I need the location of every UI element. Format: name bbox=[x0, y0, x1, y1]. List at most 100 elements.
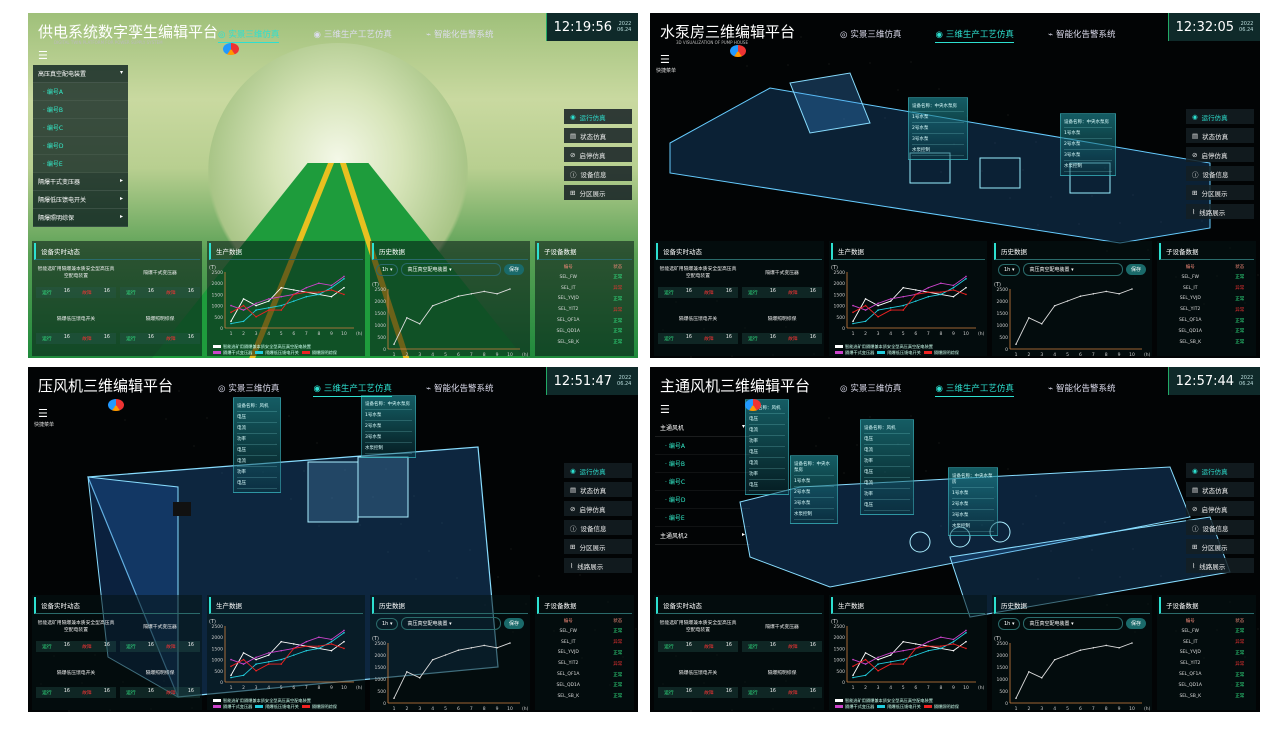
table-row[interactable]: SEL_FW 正常 bbox=[1157, 626, 1256, 637]
device-status-card[interactable]: 智能选矿用隔爆兼本质安全型高压真空配电装置 运行 16 故障 16 bbox=[36, 263, 116, 298]
nav-tab-2[interactable]: ⌁ 智能化告警系统 bbox=[1048, 28, 1116, 43]
3d-wireframe-model[interactable] bbox=[650, 13, 1260, 358]
device-info-card[interactable]: 设备名称：中央水泵房 1号水泵 2号水泵 3号水泵 水泵控制 bbox=[361, 395, 416, 458]
table-row[interactable]: SEL_SB_K 正常 bbox=[1157, 691, 1256, 702]
nav-tab-2[interactable]: ⌁ 智能化告警系统 bbox=[426, 28, 494, 43]
menu-item[interactable]: · 编号A bbox=[33, 83, 128, 101]
legend-item[interactable]: 隔爆干式变压器 bbox=[213, 704, 252, 709]
action-button-0[interactable]: ◉ 运行仿真 bbox=[564, 463, 632, 478]
save-button[interactable]: 保存 bbox=[1125, 618, 1146, 629]
menu-group[interactable]: 主通风机 ▾ bbox=[655, 419, 750, 437]
menu-group[interactable]: 高压真空配电装置 ▾ bbox=[33, 65, 128, 83]
nav-tab-0[interactable]: ◎ 实景三维仿真 bbox=[840, 382, 901, 397]
menu-item[interactable]: · 编号D bbox=[655, 491, 750, 509]
action-button-5[interactable]: ⌇ 线路展示 bbox=[564, 558, 632, 573]
device-status-card[interactable]: 隔爆照明综保 运行 16 故障 16 bbox=[742, 309, 822, 344]
menu-item[interactable]: · 编号D bbox=[33, 137, 128, 155]
action-button-1[interactable]: ▤ 状态仿真 bbox=[564, 482, 632, 497]
device-status-card[interactable]: 隔爆低压馈电开关 运行 16 故障 16 bbox=[36, 309, 116, 344]
table-row[interactable]: SEL_YVJD 正常 bbox=[1157, 648, 1256, 659]
save-button[interactable]: 保存 bbox=[1125, 264, 1146, 275]
menu-icon[interactable]: ☰ bbox=[38, 407, 48, 420]
table-row[interactable]: SEL_IT 异常 bbox=[1157, 283, 1256, 294]
menu-item[interactable]: · 编号B bbox=[33, 101, 128, 119]
save-button[interactable]: 保存 bbox=[503, 264, 524, 275]
action-button-0[interactable]: ◉ 运行仿真 bbox=[564, 109, 632, 124]
menu-group[interactable]: 隔爆干式变压器 ▸ bbox=[33, 173, 128, 191]
nav-tab-0[interactable]: ◎ 实景三维仿真 bbox=[218, 382, 279, 397]
table-row[interactable]: SEL_QD1A 正常 bbox=[535, 680, 634, 691]
legend-item[interactable]: 隔爆干式变压器 bbox=[835, 704, 874, 709]
table-row[interactable]: SEL_QF1A 正常 bbox=[535, 315, 634, 326]
device-status-card[interactable]: 隔爆干式变压器 运行 16 故障 16 bbox=[120, 617, 200, 652]
table-row[interactable]: SEL_IT 异常 bbox=[535, 283, 634, 294]
action-button-2[interactable]: ⊘ 启停仿真 bbox=[1186, 147, 1254, 162]
table-row[interactable]: SEL_SB_K 正常 bbox=[535, 691, 634, 702]
device-status-card[interactable]: 隔爆照明综保 运行 16 故障 16 bbox=[120, 309, 200, 344]
device-select[interactable]: 高压真空配电装置 ▾ bbox=[401, 263, 501, 276]
menu-item[interactable]: · 编号C bbox=[655, 473, 750, 491]
table-row[interactable]: SEL_QF1A 正常 bbox=[535, 669, 634, 680]
menu-icon[interactable]: ☰ bbox=[660, 53, 670, 66]
action-button-1[interactable]: ▤ 状态仿真 bbox=[564, 128, 632, 143]
legend-item[interactable]: 隔爆低压馈电开关 bbox=[877, 350, 921, 355]
action-button-2[interactable]: ⊘ 启停仿真 bbox=[1186, 501, 1254, 516]
device-status-card[interactable]: 智能选矿用隔爆兼本质安全型高压真空配电装置 运行 16 故障 16 bbox=[658, 263, 738, 298]
device-status-card[interactable]: 隔爆照明综保 运行 16 故障 16 bbox=[120, 663, 200, 698]
legend-item[interactable]: 智能选矿用隔爆兼本质安全型高压真空配电装置 bbox=[213, 344, 311, 349]
interval-select[interactable]: 1h ▾ bbox=[376, 617, 399, 630]
table-row[interactable]: SEL_FW 正常 bbox=[1157, 272, 1256, 283]
device-select[interactable]: 高压真空配电装置 ▾ bbox=[401, 617, 501, 630]
device-status-card[interactable]: 隔爆干式变压器 运行 16 故障 16 bbox=[120, 263, 200, 298]
interval-select[interactable]: 1h ▾ bbox=[376, 263, 399, 276]
menu-group[interactable]: 隔爆低压馈电开关 ▸ bbox=[33, 191, 128, 209]
nav-tab-0[interactable]: ◎ 实景三维仿真 bbox=[218, 28, 280, 43]
device-info-card[interactable]: 设备名称：中央水泵房 1号水泵 2号水泵 3号水泵 水泵控制 bbox=[1060, 113, 1116, 176]
legend-item[interactable]: 隔爆照明综保 bbox=[923, 704, 959, 709]
menu-icon[interactable]: ☰ bbox=[660, 403, 670, 416]
table-row[interactable]: SEL_FW 正常 bbox=[535, 626, 634, 637]
action-button-4[interactable]: ⊞ 分区展示 bbox=[1186, 185, 1254, 200]
action-button-1[interactable]: ▤ 状态仿真 bbox=[1186, 482, 1254, 497]
device-status-card[interactable]: 隔爆低压馈电开关 运行 16 故障 16 bbox=[658, 663, 738, 698]
action-button-2[interactable]: ⊘ 启停仿真 bbox=[564, 147, 632, 162]
nav-tab-2[interactable]: ⌁ 智能化告警系统 bbox=[1048, 382, 1116, 397]
menu-item[interactable]: · 编号A bbox=[655, 437, 750, 455]
legend-item[interactable]: 隔爆低压馈电开关 bbox=[255, 704, 299, 709]
menu-group[interactable]: 隔爆照明综保 ▸ bbox=[33, 209, 128, 227]
action-button-0[interactable]: ◉ 运行仿真 bbox=[1186, 109, 1254, 124]
legend-item[interactable]: 隔爆照明综保 bbox=[301, 704, 337, 709]
action-button-5[interactable]: ⌇ 线路展示 bbox=[1186, 204, 1254, 219]
device-select[interactable]: 高压真空配电装置 ▾ bbox=[1023, 263, 1123, 276]
interval-select[interactable]: 1h ▾ bbox=[998, 263, 1021, 276]
legend-item[interactable]: 智能选矿用隔爆兼本质安全型高压真空配电装置 bbox=[213, 698, 311, 703]
nav-tab-1[interactable]: ◉ 三维生产工艺仿真 bbox=[313, 28, 391, 43]
device-info-card[interactable]: 设备名称：风机 电压 电流 功率 电压 电流 功率 电压 bbox=[233, 397, 281, 493]
legend-item[interactable]: 智能选矿用隔爆兼本质安全型高压真空配电装置 bbox=[835, 344, 933, 349]
table-row[interactable]: SEL_YIT2 异常 bbox=[535, 658, 634, 669]
legend-item[interactable]: 隔爆低压馈电开关 bbox=[877, 704, 921, 709]
legend-item[interactable]: 隔爆照明综保 bbox=[301, 350, 337, 355]
menu-icon[interactable]: ☰ bbox=[38, 49, 48, 62]
table-row[interactable]: SEL_QF1A 正常 bbox=[1157, 669, 1256, 680]
nav-tab-1[interactable]: ◉ 三维生产工艺仿真 bbox=[935, 28, 1014, 43]
action-button-4[interactable]: ⊞ 分区展示 bbox=[564, 539, 632, 554]
device-status-card[interactable]: 隔爆干式变压器 运行 16 故障 16 bbox=[742, 617, 822, 652]
device-status-card[interactable]: 隔爆干式变压器 运行 16 故障 16 bbox=[742, 263, 822, 298]
legend-item[interactable]: 隔爆低压馈电开关 bbox=[255, 350, 299, 355]
action-button-3[interactable]: ⓘ 设备信息 bbox=[1186, 520, 1254, 535]
table-row[interactable]: SEL_QD1A 正常 bbox=[1157, 326, 1256, 337]
action-button-0[interactable]: ◉ 运行仿真 bbox=[1186, 463, 1254, 478]
device-info-card[interactable]: 设备名称：中央水泵房 1号水泵 2号水泵 3号水泵 水泵控制 bbox=[790, 455, 838, 524]
device-select[interactable]: 高压真空配电装置 ▾ bbox=[1023, 617, 1123, 630]
menu-item[interactable]: · 编号B bbox=[655, 455, 750, 473]
nav-tab-1[interactable]: ◉ 三维生产工艺仿真 bbox=[935, 382, 1014, 397]
device-status-card[interactable]: 隔爆低压馈电开关 运行 16 故障 16 bbox=[658, 309, 738, 344]
device-info-card[interactable]: 设备名称：风机 电压 电流 功率 电压 电流 功率 电压 bbox=[860, 419, 914, 515]
table-row[interactable]: SEL_YIT2 异常 bbox=[1157, 658, 1256, 669]
device-info-card[interactable]: 设备名称：中央水泵房 1号水泵 2号水泵 3号水泵 水泵控制 bbox=[948, 467, 998, 536]
nav-tab-2[interactable]: ⌁ 智能化告警系统 bbox=[426, 382, 494, 397]
action-button-3[interactable]: ⓘ 设备信息 bbox=[564, 166, 632, 181]
table-row[interactable]: SEL_YIT2 异常 bbox=[535, 304, 634, 315]
action-button-3[interactable]: ⓘ 设备信息 bbox=[1186, 166, 1254, 181]
